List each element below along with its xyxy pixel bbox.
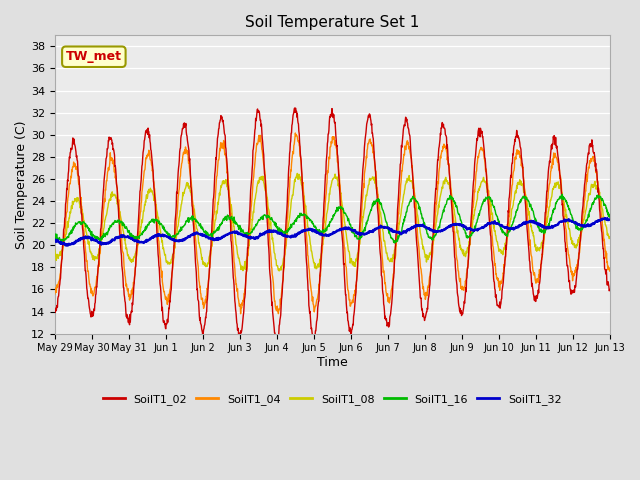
SoilT1_04 <box>237 311 244 317</box>
SoilT1_02 <box>51 305 59 311</box>
SoilT1_16 <box>540 227 548 233</box>
SoilT1_08 <box>294 170 301 176</box>
SoilT1_02 <box>174 170 182 176</box>
Title: Soil Temperature Set 1: Soil Temperature Set 1 <box>245 15 419 30</box>
SoilT1_04 <box>419 286 427 292</box>
SoilT1_02 <box>419 314 427 320</box>
SoilT1_04 <box>161 292 168 298</box>
X-axis label: Time: Time <box>317 356 348 369</box>
SoilT1_08 <box>419 246 427 252</box>
SoilT1_04 <box>492 264 499 270</box>
SoilT1_16 <box>174 231 182 237</box>
SoilT1_08 <box>174 223 182 229</box>
SoilT1_08 <box>275 268 283 274</box>
SoilT1_04 <box>236 302 244 308</box>
Line: SoilT1_02: SoilT1_02 <box>55 108 610 341</box>
SoilT1_16 <box>419 215 426 221</box>
SoilT1_16 <box>492 207 499 213</box>
SoilT1_16 <box>558 192 566 197</box>
SoilT1_32 <box>63 243 70 249</box>
SoilT1_32 <box>540 224 548 229</box>
Line: SoilT1_04: SoilT1_04 <box>55 133 610 314</box>
Y-axis label: Soil Temperature (C): Soil Temperature (C) <box>15 120 28 249</box>
SoilT1_08 <box>541 231 548 237</box>
SoilT1_02 <box>606 287 614 292</box>
SoilT1_32 <box>604 215 611 221</box>
Text: TW_met: TW_met <box>66 50 122 63</box>
SoilT1_32 <box>161 232 169 238</box>
SoilT1_04 <box>174 194 182 200</box>
SoilT1_16 <box>606 214 614 220</box>
SoilT1_04 <box>292 130 300 136</box>
SoilT1_32 <box>51 237 59 242</box>
SoilT1_04 <box>51 291 59 297</box>
SoilT1_08 <box>51 246 59 252</box>
SoilT1_02 <box>541 225 548 231</box>
SoilT1_32 <box>492 220 499 226</box>
SoilT1_02 <box>492 294 499 300</box>
SoilT1_16 <box>390 240 398 246</box>
SoilT1_08 <box>606 234 614 240</box>
SoilT1_32 <box>419 222 426 228</box>
SoilT1_02 <box>236 330 244 336</box>
Line: SoilT1_32: SoilT1_32 <box>55 218 610 246</box>
SoilT1_04 <box>606 268 614 274</box>
SoilT1_16 <box>51 232 59 238</box>
SoilT1_16 <box>161 228 168 234</box>
SoilT1_32 <box>175 238 182 244</box>
SoilT1_08 <box>161 252 168 257</box>
SoilT1_02 <box>291 105 298 111</box>
SoilT1_08 <box>236 262 244 267</box>
Line: SoilT1_08: SoilT1_08 <box>55 173 610 271</box>
SoilT1_04 <box>541 229 548 235</box>
SoilT1_02 <box>161 321 168 327</box>
SoilT1_32 <box>606 216 614 222</box>
SoilT1_08 <box>492 232 499 238</box>
SoilT1_02 <box>273 338 280 344</box>
SoilT1_32 <box>237 231 244 237</box>
SoilT1_16 <box>236 226 244 231</box>
Line: SoilT1_16: SoilT1_16 <box>55 194 610 243</box>
Legend: SoilT1_02, SoilT1_04, SoilT1_08, SoilT1_16, SoilT1_32: SoilT1_02, SoilT1_04, SoilT1_08, SoilT1_… <box>98 390 566 409</box>
